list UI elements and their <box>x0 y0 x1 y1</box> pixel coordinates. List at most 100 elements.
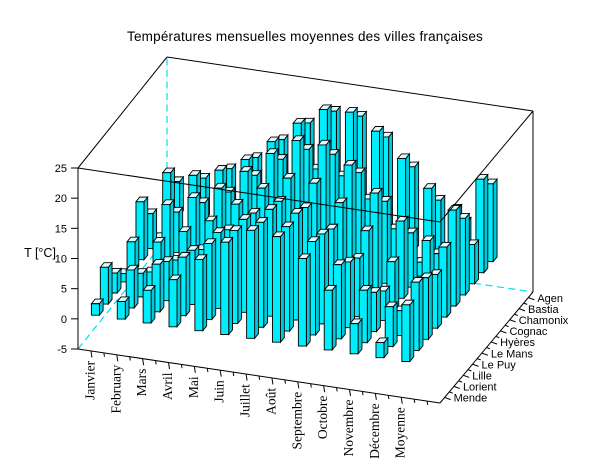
city-axis-label: Chamonix <box>519 315 569 327</box>
city-axis-label: Lille <box>472 370 492 382</box>
bar-mende-11 <box>375 342 385 359</box>
bar-le-puy-12-side <box>437 268 442 330</box>
city-axis-label: Cognac <box>509 326 547 338</box>
month-axis-minor-tick <box>413 399 416 404</box>
bar-cognac-12-side <box>464 212 470 297</box>
month-axis-minor-tick <box>284 379 286 384</box>
bar-lille-12-side <box>427 271 433 341</box>
z-axis-tick-label: 20 <box>55 193 67 205</box>
bar-lorient-3-side <box>185 251 191 317</box>
frame-top-right-edge <box>439 110 534 223</box>
bar-mende-8 <box>297 258 307 347</box>
bar-lorient-8-side <box>315 235 320 337</box>
bar-mende-7 <box>272 236 281 343</box>
month-axis-label: Octobre <box>315 396 330 439</box>
bar-lorient-6-side <box>263 216 268 329</box>
bar-mende-4-side <box>202 253 208 332</box>
city-axis-label: Bastia <box>528 304 559 316</box>
city-axis-tick <box>500 330 507 334</box>
city-axis-minor-tick <box>514 313 519 316</box>
city-axis-minor-tick <box>458 380 463 383</box>
city-axis-label: Le Mans <box>491 348 534 360</box>
bar-mende-5-side <box>228 236 233 336</box>
month-axis-major-tick <box>297 381 300 389</box>
bar-chamonix-12-side <box>474 238 479 286</box>
city-axis-minor-tick <box>523 302 528 305</box>
month-axis-label: Moyenne <box>393 407 408 458</box>
month-axis-label: Septembre <box>289 392 304 450</box>
bar-hyères-0-side <box>143 195 149 261</box>
month-axis-minor-tick <box>258 375 261 380</box>
month-axis-major-tick <box>116 354 119 362</box>
city-axis-tick <box>528 297 535 301</box>
bar-lorient-7-side <box>289 220 294 333</box>
city-axis-tick <box>444 396 451 401</box>
z-axis-tick-label: 0 <box>61 314 67 326</box>
z-axis-tick-label: 5 <box>61 284 67 296</box>
month-axis-label: Avril <box>160 372 175 400</box>
city-axis-tick <box>481 352 489 356</box>
month-axis-minor-tick <box>361 391 364 396</box>
month-axis-major-tick <box>219 370 222 377</box>
month-axis-minor-tick <box>103 352 105 357</box>
month-axis-minor-tick <box>180 364 183 369</box>
bar-bastia-12-side <box>483 173 489 274</box>
bar-mende-7-side <box>280 230 285 344</box>
z-axis-tick-label: 15 <box>55 223 67 235</box>
month-axis-label: February <box>108 365 123 414</box>
bar-mende-0 <box>90 303 100 316</box>
city-axis-label: Lorient <box>463 382 497 394</box>
bar-lorient-1-side <box>133 264 139 310</box>
month-axis-minor-tick <box>336 387 338 392</box>
city-axis-tick <box>509 319 516 323</box>
month-axis-label: Décembre <box>367 403 382 458</box>
bar-lorient-11-side <box>392 300 398 348</box>
month-axis-minor-tick <box>310 383 312 388</box>
frame-top-back-edge <box>166 56 534 112</box>
bar-lorient-10-side <box>366 284 372 344</box>
bar-mende-6-side <box>254 224 259 340</box>
bar-mende-9 <box>323 289 333 351</box>
month-axis-minor-tick <box>206 368 209 373</box>
month-axis-minor-tick <box>232 372 235 377</box>
city-axis-tick <box>490 341 498 345</box>
city-axis-tick <box>472 363 479 367</box>
month-axis-major-tick <box>245 373 248 381</box>
chart-title: Températures mensuelles moyennes des vil… <box>127 29 483 44</box>
month-axis-label: Juillet <box>238 384 253 417</box>
month-axis-label: Août <box>263 388 278 415</box>
city-axis-label: Agen <box>537 293 563 305</box>
city-axis-minor-tick <box>495 335 500 339</box>
month-axis-label: Janvier <box>82 360 97 399</box>
bar-lorient-0-side <box>107 261 113 306</box>
bar-lorient-0 <box>99 266 109 305</box>
bar-lorient-11 <box>384 306 394 347</box>
bar-hyères-1-side <box>169 198 175 265</box>
month-axis-major-tick <box>142 358 145 366</box>
bar-hyères-12-side <box>455 204 461 308</box>
city-axis-label: Le Puy <box>482 359 517 371</box>
city-axis-minor-tick <box>477 358 481 361</box>
month-axis-label: Novembre <box>341 399 356 456</box>
city-axis-tick <box>453 385 461 390</box>
city-axis-tick <box>518 308 526 312</box>
bar-mende-6 <box>246 229 256 339</box>
bar-lorient-4-side <box>211 237 217 321</box>
bar-agen-12-side <box>492 177 498 263</box>
bar-mende-10 <box>349 323 359 355</box>
bar-mende-2-side <box>150 284 156 325</box>
z-axis-title: T [°C] <box>24 246 56 260</box>
bar-mende-12-side <box>409 298 415 363</box>
city-axis-label: Hyères <box>500 337 535 349</box>
z-axis-tick-label: 10 <box>55 254 67 266</box>
month-axis-major-tick <box>193 366 196 373</box>
bar-lille-9-side <box>350 256 355 329</box>
month-axis-minor-tick <box>426 400 429 405</box>
month-axis-minor-tick <box>155 360 157 365</box>
month-axis-major-tick <box>90 350 93 358</box>
bar-mende-10-side <box>357 317 363 356</box>
city-axis-minor-tick <box>486 347 491 350</box>
bar-lorient-2-side <box>159 258 165 314</box>
month-axis-major-tick <box>168 362 170 370</box>
